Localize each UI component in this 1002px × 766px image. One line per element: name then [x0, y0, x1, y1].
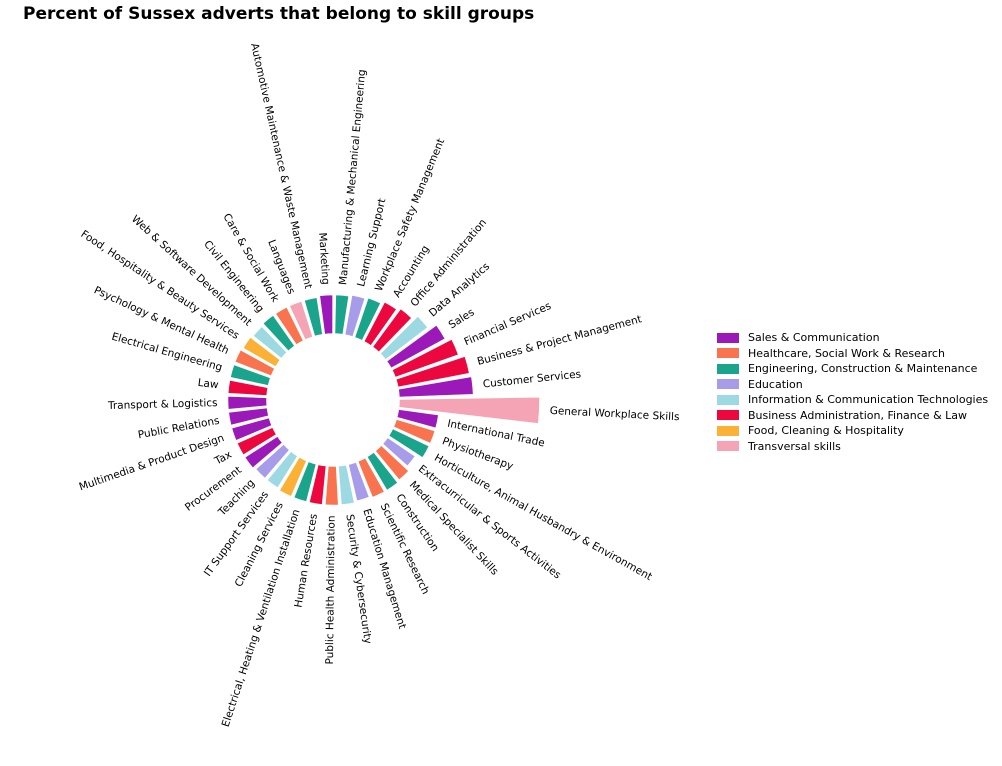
bar-marketing — [318, 293, 334, 336]
bar-electrical-heating-ventilation-installation — [292, 460, 318, 504]
bar-cleaning-services — [277, 455, 308, 498]
bar-general-workplace-skills — [397, 395, 541, 425]
chart-title: Percent of Sussex adverts that belong to… — [23, 4, 535, 24]
legend-item-business-administration-finance-law: Business Administration, Finance & Law — [717, 408, 988, 424]
bar-food-hospitality-beauty-services — [241, 335, 282, 369]
legend-item-sales-communication: Sales & Communication — [717, 330, 988, 346]
legend-label: Transversal skills — [748, 439, 841, 453]
legend-swatch — [717, 379, 739, 390]
legend-swatch — [717, 441, 739, 452]
bar-scientific-research — [356, 456, 386, 499]
legend-item-transversal-skills: Transversal skills — [717, 439, 988, 455]
bar-extracurricular-sports-activities — [381, 436, 417, 468]
legend: Sales & Communication Healthcare, Social … — [717, 330, 988, 454]
bar-construction — [365, 450, 400, 492]
bar-financial-services — [390, 337, 460, 379]
legend-swatch — [717, 394, 739, 405]
category-labels-layer: General Workplace Skills Customer Service… — [78, 42, 680, 728]
bar-public-health-administration — [324, 464, 340, 507]
bar-web-software-development — [251, 324, 289, 360]
bar-multimedia-product-design — [230, 416, 274, 442]
bar-international-trade — [395, 408, 440, 430]
category-label-sales: Sales — [447, 306, 477, 331]
bar-human-resources — [307, 463, 328, 506]
legend-item-food-cleaning-hospitality: Food, Cleaning & Hospitality — [717, 423, 988, 439]
bar-security-cybersecurity — [337, 463, 356, 506]
bar-civil-engineering — [261, 313, 297, 353]
legend-item-engineering-construction-maintenance: Engineering, Construction & Maintenance — [717, 361, 988, 377]
legend-swatch — [717, 410, 739, 421]
legend-swatch — [717, 348, 739, 359]
category-label-marketing: Marketing — [316, 232, 331, 285]
legend-swatch — [717, 332, 739, 343]
category-label-public-health-administration: Public Health Administration — [324, 515, 338, 664]
bar-workplace-safety-management — [353, 296, 383, 342]
legend-label: Business Administration, Finance & Law — [748, 408, 968, 422]
bar-business-project-management — [394, 354, 471, 389]
bar-psychology-mental-health — [233, 348, 277, 378]
category-label-customer-services: Customer Services — [482, 368, 581, 390]
category-label-transport-logistics: Transport & Logistics — [107, 397, 218, 412]
bar-learning-support — [343, 293, 367, 339]
category-label-tax: Tax — [212, 449, 234, 468]
legend-label: Healthcare, Social Work & Research — [748, 346, 945, 360]
bar-procurement — [243, 434, 284, 470]
bars-layer — [226, 293, 541, 507]
bar-transport-logistics — [226, 395, 269, 411]
bar-teaching — [254, 442, 291, 480]
bar-it-support-services — [265, 449, 300, 490]
bar-office-administration — [371, 307, 414, 354]
bar-medical-specialist-skills — [373, 443, 411, 482]
bar-sales — [385, 323, 447, 370]
bar-data-analytics — [378, 314, 430, 362]
bar-tax — [235, 425, 278, 457]
bar-languages — [287, 299, 315, 342]
legend-label: Sales & Communication — [748, 331, 880, 345]
bar-law — [226, 378, 270, 397]
legend-item-education: Education — [717, 377, 988, 393]
legend-item-healthcare-social-work-research: Healthcare, Social Work & Research — [717, 346, 988, 362]
bar-customer-services — [397, 375, 475, 399]
legend-swatch — [717, 425, 739, 436]
legend-label: Engineering, Construction & Maintenance — [748, 362, 978, 376]
legend-label: Information & Communication Technologies — [748, 393, 989, 407]
bar-public-relations — [227, 406, 270, 427]
bar-physiotherapy — [392, 417, 437, 445]
category-label-law: Law — [197, 377, 220, 392]
bar-horticulture-animal-husbandry-environment — [387, 427, 431, 460]
bar-education-management — [347, 460, 371, 503]
bar-electrical-engineering — [229, 363, 272, 387]
category-label-general-workplace-skills: General Workplace Skills — [549, 405, 679, 423]
legend-item-information-communication-technologies: Information & Communication Technologies — [717, 392, 988, 408]
legend-swatch — [717, 363, 739, 374]
legend-label: Food, Cleaning & Hospitality — [748, 424, 904, 438]
bar-accounting — [362, 300, 399, 348]
bar-automotive-maintenance-waste-management — [302, 296, 324, 338]
bar-manufacturing-mechanical-engineering — [333, 293, 351, 336]
category-label-multimedia-product-design: Multimedia & Product Design — [78, 432, 226, 493]
bar-care-social-work — [274, 305, 305, 347]
legend-label: Education — [748, 377, 803, 391]
